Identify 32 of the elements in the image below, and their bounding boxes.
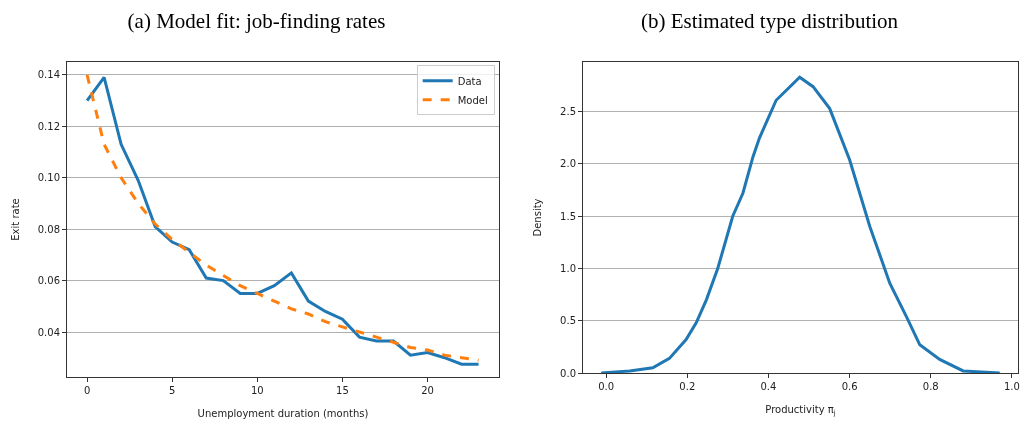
y-tick-label: 1.0 — [560, 263, 576, 274]
x-tick-label: 5 — [169, 385, 176, 396]
x-tick-label: 15 — [336, 385, 349, 396]
x-axis-title: Unemployment duration (months) — [197, 407, 369, 419]
y-tick-label: 0.10 — [37, 172, 60, 184]
chart-title: (b) Estimated type distribution — [640, 8, 899, 33]
y-tick-label: 0.04 — [37, 326, 60, 338]
x-tick-label: 0.0 — [598, 381, 615, 392]
y-tick-label: 0.12 — [37, 120, 60, 132]
x-tick-label: 0 — [83, 385, 91, 396]
legend-label: Data — [457, 75, 482, 87]
y-tick-label: 0.14 — [37, 69, 60, 81]
x-tick-label: 20 — [421, 385, 434, 396]
chart-title: (a) Model fit: job-finding rates — [127, 8, 386, 33]
x-tick-label: 1.0 — [1003, 381, 1020, 392]
x-tick-label: 0.8 — [922, 381, 939, 392]
x-axis-title: Productivity π$_{j}$ — [765, 403, 836, 417]
y-tick-label: 0.5 — [560, 315, 576, 327]
x-tick-label: 0.2 — [679, 381, 696, 392]
y-tick-label: 0.08 — [37, 223, 60, 235]
y-tick-label: 2.5 — [560, 106, 576, 118]
legend-label: Model — [457, 94, 488, 106]
x-tick-label: 0.6 — [841, 381, 858, 392]
y-tick-label: 0.0 — [560, 367, 576, 379]
y-axis-title: Density — [532, 198, 544, 237]
line-series — [599, 75, 1002, 373]
x-tick-label: 10 — [250, 385, 264, 396]
y-axis-title: Exit rate — [9, 198, 21, 241]
x-tick-label: 0.4 — [760, 381, 777, 392]
y-tick-label: 1.5 — [560, 210, 576, 222]
y-tick-label: 0.06 — [37, 275, 60, 287]
y-tick-label: 2.0 — [560, 158, 576, 170]
